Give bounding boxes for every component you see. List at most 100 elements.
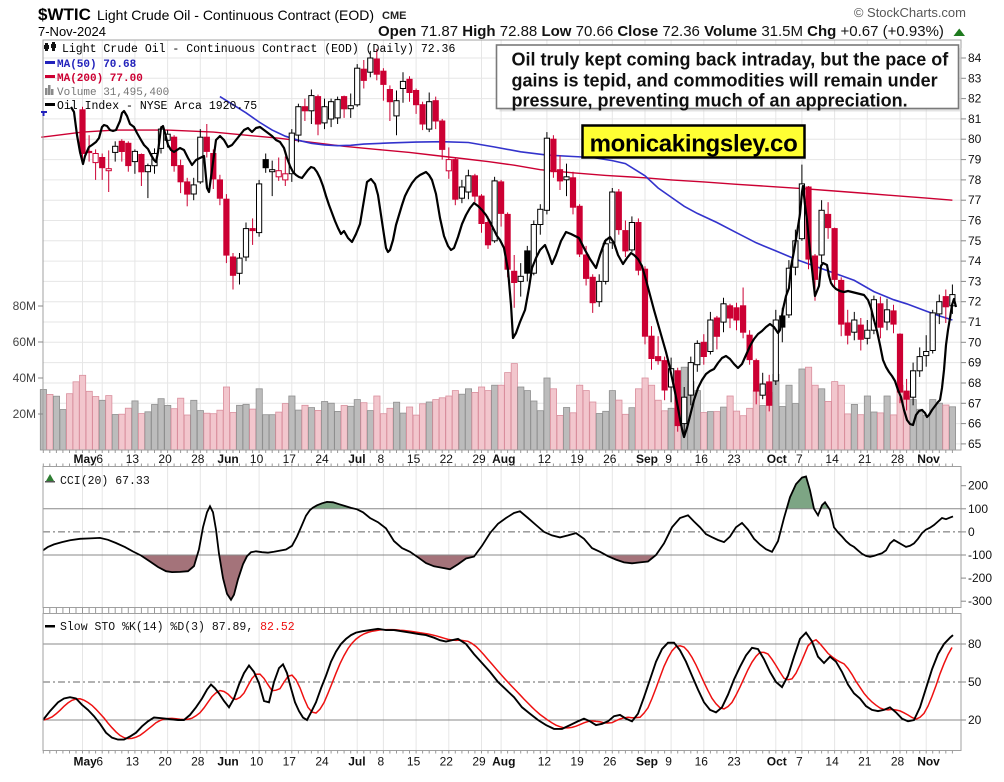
svg-text:72: 72 — [968, 295, 982, 309]
svg-text:10: 10 — [250, 452, 264, 466]
svg-text:24: 24 — [315, 452, 329, 466]
svg-text:20: 20 — [968, 713, 982, 727]
svg-text:16: 16 — [695, 452, 709, 466]
svg-text:12: 12 — [538, 755, 552, 769]
svg-text:Light Crude Oil - Continuous C: Light Crude Oil - Continuous Contract (E… — [62, 43, 455, 56]
svg-text:75: 75 — [968, 234, 982, 248]
svg-text:6: 6 — [96, 755, 103, 769]
svg-text:Jun: Jun — [217, 755, 238, 769]
svg-text:MA(50) 70.68: MA(50) 70.68 — [57, 59, 137, 71]
svg-text:13: 13 — [126, 452, 140, 466]
svg-text:13: 13 — [126, 755, 140, 769]
svg-text:69: 69 — [968, 356, 982, 370]
svg-text:CME: CME — [382, 10, 406, 22]
svg-text:17: 17 — [283, 452, 297, 466]
svg-text:Jul: Jul — [348, 452, 365, 466]
svg-text:Oil Index - NYSE Arca 1920.75: Oil Index - NYSE Arca 1920.75 — [57, 100, 257, 113]
svg-text:Oil truly kept coming back int: Oil truly kept coming back intraday, but… — [512, 50, 950, 70]
svg-text:20: 20 — [158, 452, 172, 466]
svg-text:Slow STO %K(14) %D(3) 87.89, 8: Slow STO %K(14) %D(3) 87.89, 82.52 — [60, 621, 295, 634]
svg-text:Jun: Jun — [217, 452, 238, 466]
svg-text:Nov: Nov — [917, 755, 940, 769]
svg-text:Oct: Oct — [767, 755, 787, 769]
svg-text:81: 81 — [968, 112, 982, 126]
svg-text:20: 20 — [158, 755, 172, 769]
svg-text:79: 79 — [968, 153, 982, 167]
svg-text:29: 29 — [472, 755, 486, 769]
svg-text:-300: -300 — [968, 594, 992, 608]
svg-text:19: 19 — [570, 452, 584, 466]
svg-text:10: 10 — [250, 755, 264, 769]
svg-text:9: 9 — [665, 755, 672, 769]
svg-text:100: 100 — [968, 502, 988, 516]
svg-text:28: 28 — [891, 452, 905, 466]
svg-text:8: 8 — [378, 452, 385, 466]
svg-text:28: 28 — [191, 452, 205, 466]
svg-text:80: 80 — [968, 132, 982, 146]
svg-text:$WTIC: $WTIC — [38, 5, 91, 24]
svg-text:pressure, preventing much of a: pressure, preventing much of an apprecia… — [512, 91, 908, 111]
svg-text:7: 7 — [796, 755, 803, 769]
svg-text:-200: -200 — [968, 571, 992, 585]
svg-text:68: 68 — [968, 376, 982, 390]
svg-text:May: May — [74, 755, 98, 769]
svg-text:Aug: Aug — [492, 452, 515, 466]
svg-text:26: 26 — [603, 755, 617, 769]
svg-text:20M: 20M — [13, 407, 36, 421]
svg-text:Nov: Nov — [917, 452, 940, 466]
svg-text:Aug: Aug — [492, 755, 515, 769]
svg-text:23: 23 — [727, 755, 741, 769]
svg-text:-100: -100 — [968, 548, 992, 562]
svg-text:83: 83 — [968, 71, 982, 85]
svg-text:28: 28 — [891, 755, 905, 769]
svg-text:Open 71.87 High 72.88 Low 70: Open 71.87 High 72.88 Low 70.66 Close 72… — [378, 23, 944, 40]
svg-text:67: 67 — [968, 396, 982, 410]
svg-text:84: 84 — [968, 51, 982, 65]
svg-text:29: 29 — [472, 452, 486, 466]
svg-text:23: 23 — [727, 452, 741, 466]
svg-text:65: 65 — [968, 437, 982, 451]
svg-text:200: 200 — [968, 479, 988, 493]
svg-text:24: 24 — [315, 755, 329, 769]
svg-text:70: 70 — [968, 335, 982, 349]
svg-text:66: 66 — [968, 417, 982, 431]
svg-text:6: 6 — [96, 452, 103, 466]
svg-text:Light Crude Oil - Continuous C: Light Crude Oil - Continuous Contract (E… — [97, 7, 374, 23]
svg-text:28: 28 — [191, 755, 205, 769]
svg-text:21: 21 — [858, 452, 872, 466]
svg-text:60M: 60M — [13, 335, 36, 349]
svg-text:© StockCharts.com: © StockCharts.com — [854, 5, 966, 20]
svg-text:monicakingsley.co: monicakingsley.co — [590, 131, 798, 158]
svg-text:21: 21 — [858, 755, 872, 769]
svg-text:74: 74 — [968, 254, 982, 268]
svg-text:78: 78 — [968, 173, 982, 187]
svg-text:Sep: Sep — [636, 452, 658, 466]
svg-text:MA(200) 77.00: MA(200) 77.00 — [57, 73, 143, 85]
svg-text:50: 50 — [968, 675, 982, 689]
svg-text:8: 8 — [378, 755, 385, 769]
svg-text:Oct: Oct — [767, 452, 787, 466]
svg-text:9: 9 — [665, 452, 672, 466]
svg-text:40M: 40M — [13, 371, 36, 385]
svg-text:77: 77 — [968, 193, 982, 207]
svg-text:14: 14 — [825, 755, 839, 769]
svg-text:80: 80 — [968, 637, 982, 651]
svg-text:Volume 31,495,400: Volume 31,495,400 — [57, 87, 169, 99]
svg-text:gains is tepid, and commoditie: gains is tepid, and commodities will rem… — [512, 71, 938, 91]
svg-text:Sep: Sep — [636, 755, 658, 769]
svg-text:73: 73 — [968, 274, 982, 288]
svg-text:22: 22 — [440, 755, 454, 769]
svg-text:CCI(20) 67.33: CCI(20) 67.33 — [60, 475, 150, 488]
svg-text:14: 14 — [825, 452, 839, 466]
svg-text:15: 15 — [407, 755, 421, 769]
svg-text:Jul: Jul — [348, 755, 365, 769]
svg-text:17: 17 — [283, 755, 297, 769]
svg-text:7-Nov-2024: 7-Nov-2024 — [38, 24, 106, 39]
svg-text:May: May — [74, 452, 98, 466]
svg-text:71: 71 — [968, 315, 982, 329]
svg-text:0: 0 — [968, 525, 975, 539]
svg-text:15: 15 — [407, 452, 421, 466]
svg-text:16: 16 — [695, 755, 709, 769]
svg-text:7: 7 — [796, 452, 803, 466]
svg-text:19: 19 — [570, 755, 584, 769]
